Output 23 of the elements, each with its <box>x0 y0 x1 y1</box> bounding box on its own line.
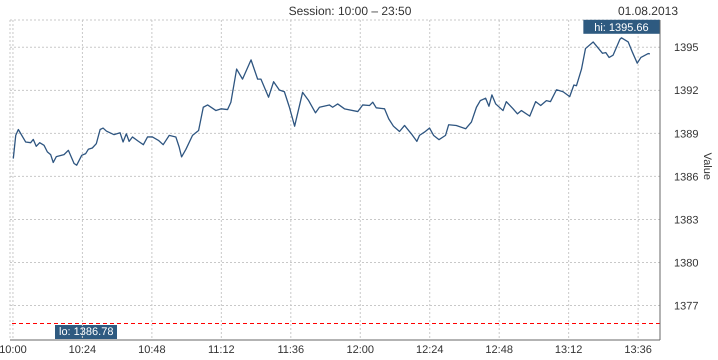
x-tick-label: 13:36 <box>624 344 652 356</box>
x-tick-label: 11:36 <box>277 344 304 356</box>
y-tick-label: 1386 <box>674 171 698 184</box>
x-tick-label: 13:12 <box>554 344 582 356</box>
x-tick-label: 10:48 <box>138 344 166 356</box>
x-tick-label: 12:00 <box>346 344 374 356</box>
y-tick-label: 1377 <box>674 300 698 312</box>
y-tick-label: 1389 <box>674 128 698 140</box>
y-tick-label: 1383 <box>674 214 698 226</box>
y-tick-label: 1380 <box>674 257 698 270</box>
text: 01.08.2013 <box>618 4 678 18</box>
x-tick-label: 12:48 <box>485 344 513 356</box>
y-tick-label: 1392 <box>674 85 698 98</box>
line-series <box>12 37 651 166</box>
y-axis-title: Value <box>701 152 714 180</box>
chart-title: Session: 10:00 – 23:50 <box>288 4 412 18</box>
y-tick-label: 1395 <box>674 42 698 54</box>
x-tick-label: 10:24 <box>68 344 96 356</box>
x-tick-label: 12:24 <box>416 344 444 356</box>
annotation: lo: 1386.78 <box>55 325 118 339</box>
x-tick-label: 11:12 <box>208 344 235 356</box>
annotation: hi: 1395.66 <box>594 22 649 34</box>
x-tick-label: 10:00 <box>0 344 27 356</box>
